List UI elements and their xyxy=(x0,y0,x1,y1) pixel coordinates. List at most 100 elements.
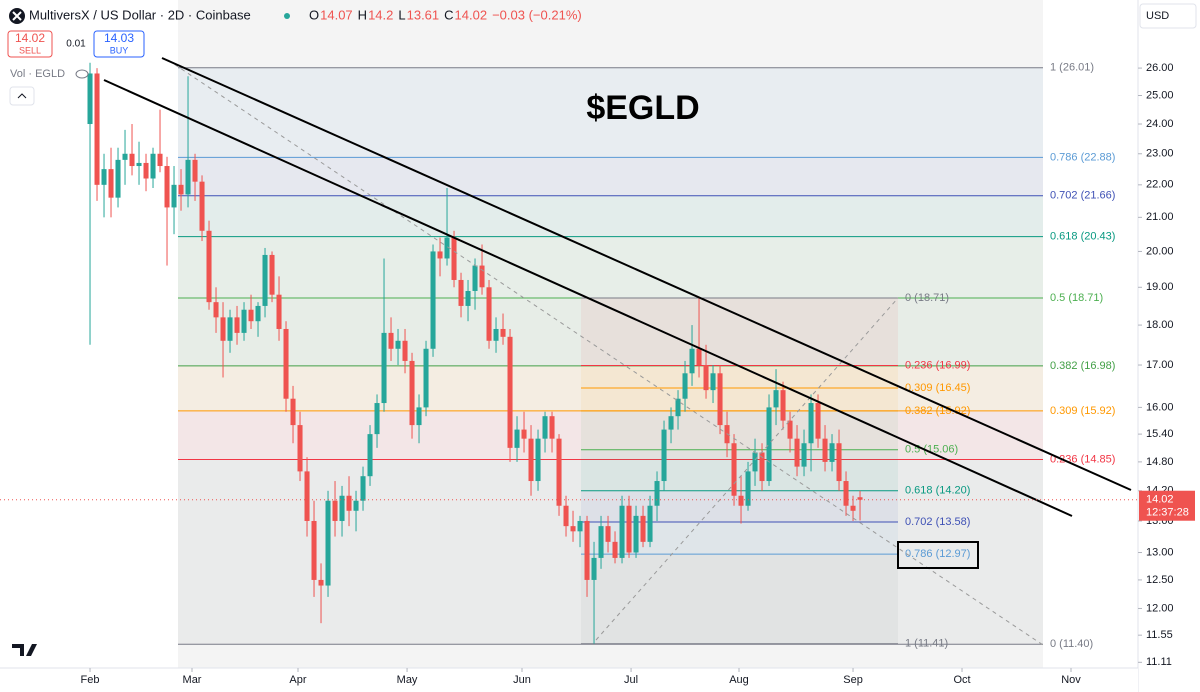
fib-band xyxy=(178,410,1043,460)
x-tick-label: Sep xyxy=(843,674,863,686)
candle-body xyxy=(598,526,604,558)
sell-button[interactable] xyxy=(7,30,53,58)
fib-label: 1 (26.01) xyxy=(1050,62,1094,74)
candle-body xyxy=(157,153,163,167)
candle-body xyxy=(353,500,359,511)
candle-body xyxy=(829,443,835,462)
fib-label: 0.702 (13.58) xyxy=(905,516,970,528)
candle-body xyxy=(682,373,688,399)
time-axis xyxy=(0,668,1138,692)
y-tick-label: 24.00 xyxy=(1146,118,1174,130)
fib-band xyxy=(581,449,898,491)
candle-body xyxy=(444,237,450,259)
buy-label[interactable]: BUY xyxy=(110,45,129,55)
collapse-button[interactable] xyxy=(9,86,35,106)
candle-body xyxy=(304,471,310,521)
fib-band xyxy=(581,554,898,644)
ohlc-value: 14.2 xyxy=(368,7,393,22)
candle-body xyxy=(94,73,100,185)
ohlc-value: 14.02 xyxy=(455,7,488,22)
candle-body xyxy=(451,237,457,280)
symbol: MultiversX / US Dollar · 2D · Coinbase xyxy=(29,7,251,22)
candle-body xyxy=(388,332,394,349)
candle-body xyxy=(283,328,289,399)
candle-body xyxy=(318,579,324,586)
candle-body xyxy=(360,476,366,501)
candle-body xyxy=(619,505,625,558)
candle-body xyxy=(290,398,296,426)
candle-body xyxy=(647,505,653,542)
buy-button[interactable] xyxy=(93,30,145,58)
candle-body xyxy=(556,438,562,506)
candle-body xyxy=(143,162,149,179)
tv-logo xyxy=(12,644,37,656)
candle-body xyxy=(633,515,639,553)
candle-body xyxy=(514,429,520,448)
candle-body xyxy=(171,184,177,208)
candle-body xyxy=(591,557,597,580)
x-tick-label: Jul xyxy=(624,674,638,686)
candle-body xyxy=(752,452,758,472)
fib-band xyxy=(178,157,1043,196)
logo-mark xyxy=(12,11,22,21)
candle-body xyxy=(346,495,352,511)
candle-body xyxy=(241,309,247,333)
candle-body xyxy=(689,348,695,374)
candle-body xyxy=(710,373,716,391)
candle-body xyxy=(654,481,660,506)
candle-body xyxy=(395,340,401,349)
candle-body xyxy=(542,416,548,439)
trend-line xyxy=(161,57,1132,491)
highlight-box xyxy=(897,541,979,569)
candle-body xyxy=(108,169,114,198)
candle-body xyxy=(822,438,828,462)
candle-body xyxy=(248,309,254,322)
x-tick-label: Jun xyxy=(513,674,531,686)
candle-body xyxy=(745,471,751,506)
candle-body xyxy=(136,162,142,167)
spread: 0.01 xyxy=(66,39,86,50)
fib-band xyxy=(581,365,898,389)
ohlc-value: 13.61 xyxy=(407,7,440,22)
y-tick-label: 18.00 xyxy=(1146,319,1174,331)
ohlc-label: C xyxy=(444,7,453,22)
eye-icon[interactable] xyxy=(75,69,89,79)
candle-body xyxy=(661,429,667,482)
fib-band xyxy=(581,388,898,411)
candle-body xyxy=(297,425,303,472)
y-tick-label: 20.00 xyxy=(1146,245,1174,257)
sell-price[interactable]: 14.02 xyxy=(15,31,45,45)
candle-body xyxy=(458,279,464,306)
y-tick-label: 19.00 xyxy=(1146,281,1174,293)
ohlc-label: O xyxy=(309,7,319,22)
candle-body xyxy=(437,251,443,259)
candle-body xyxy=(815,403,821,439)
candle-body xyxy=(199,181,205,231)
candle-body xyxy=(164,166,170,208)
currency-button[interactable] xyxy=(1139,3,1197,29)
annotation: $EGLD xyxy=(586,89,699,127)
trend-line xyxy=(103,79,1073,517)
candle-body xyxy=(521,429,527,439)
sell-label[interactable]: SELL xyxy=(19,45,41,55)
fib-label: 0.618 (20.43) xyxy=(1050,230,1115,242)
candle-body xyxy=(717,373,723,426)
candle-body xyxy=(262,254,268,306)
currency[interactable]: USD xyxy=(1146,10,1169,22)
candle-body xyxy=(150,153,156,179)
buy-price[interactable]: 14.03 xyxy=(104,31,134,45)
candle-body xyxy=(766,407,772,482)
fib-band xyxy=(178,67,1043,158)
candle-body xyxy=(409,360,415,426)
fib-label: 0.5 (18.71) xyxy=(1050,292,1103,304)
candle-body xyxy=(402,340,408,361)
candle-body xyxy=(129,153,135,167)
candle-body xyxy=(269,254,275,295)
x-tick-label: Mar xyxy=(183,674,202,686)
fib-label: 0.382 (16.98) xyxy=(1050,360,1115,372)
candle-body xyxy=(381,332,387,404)
candle-body xyxy=(549,416,555,439)
fib-label: 0.382 (15.92) xyxy=(905,405,970,417)
